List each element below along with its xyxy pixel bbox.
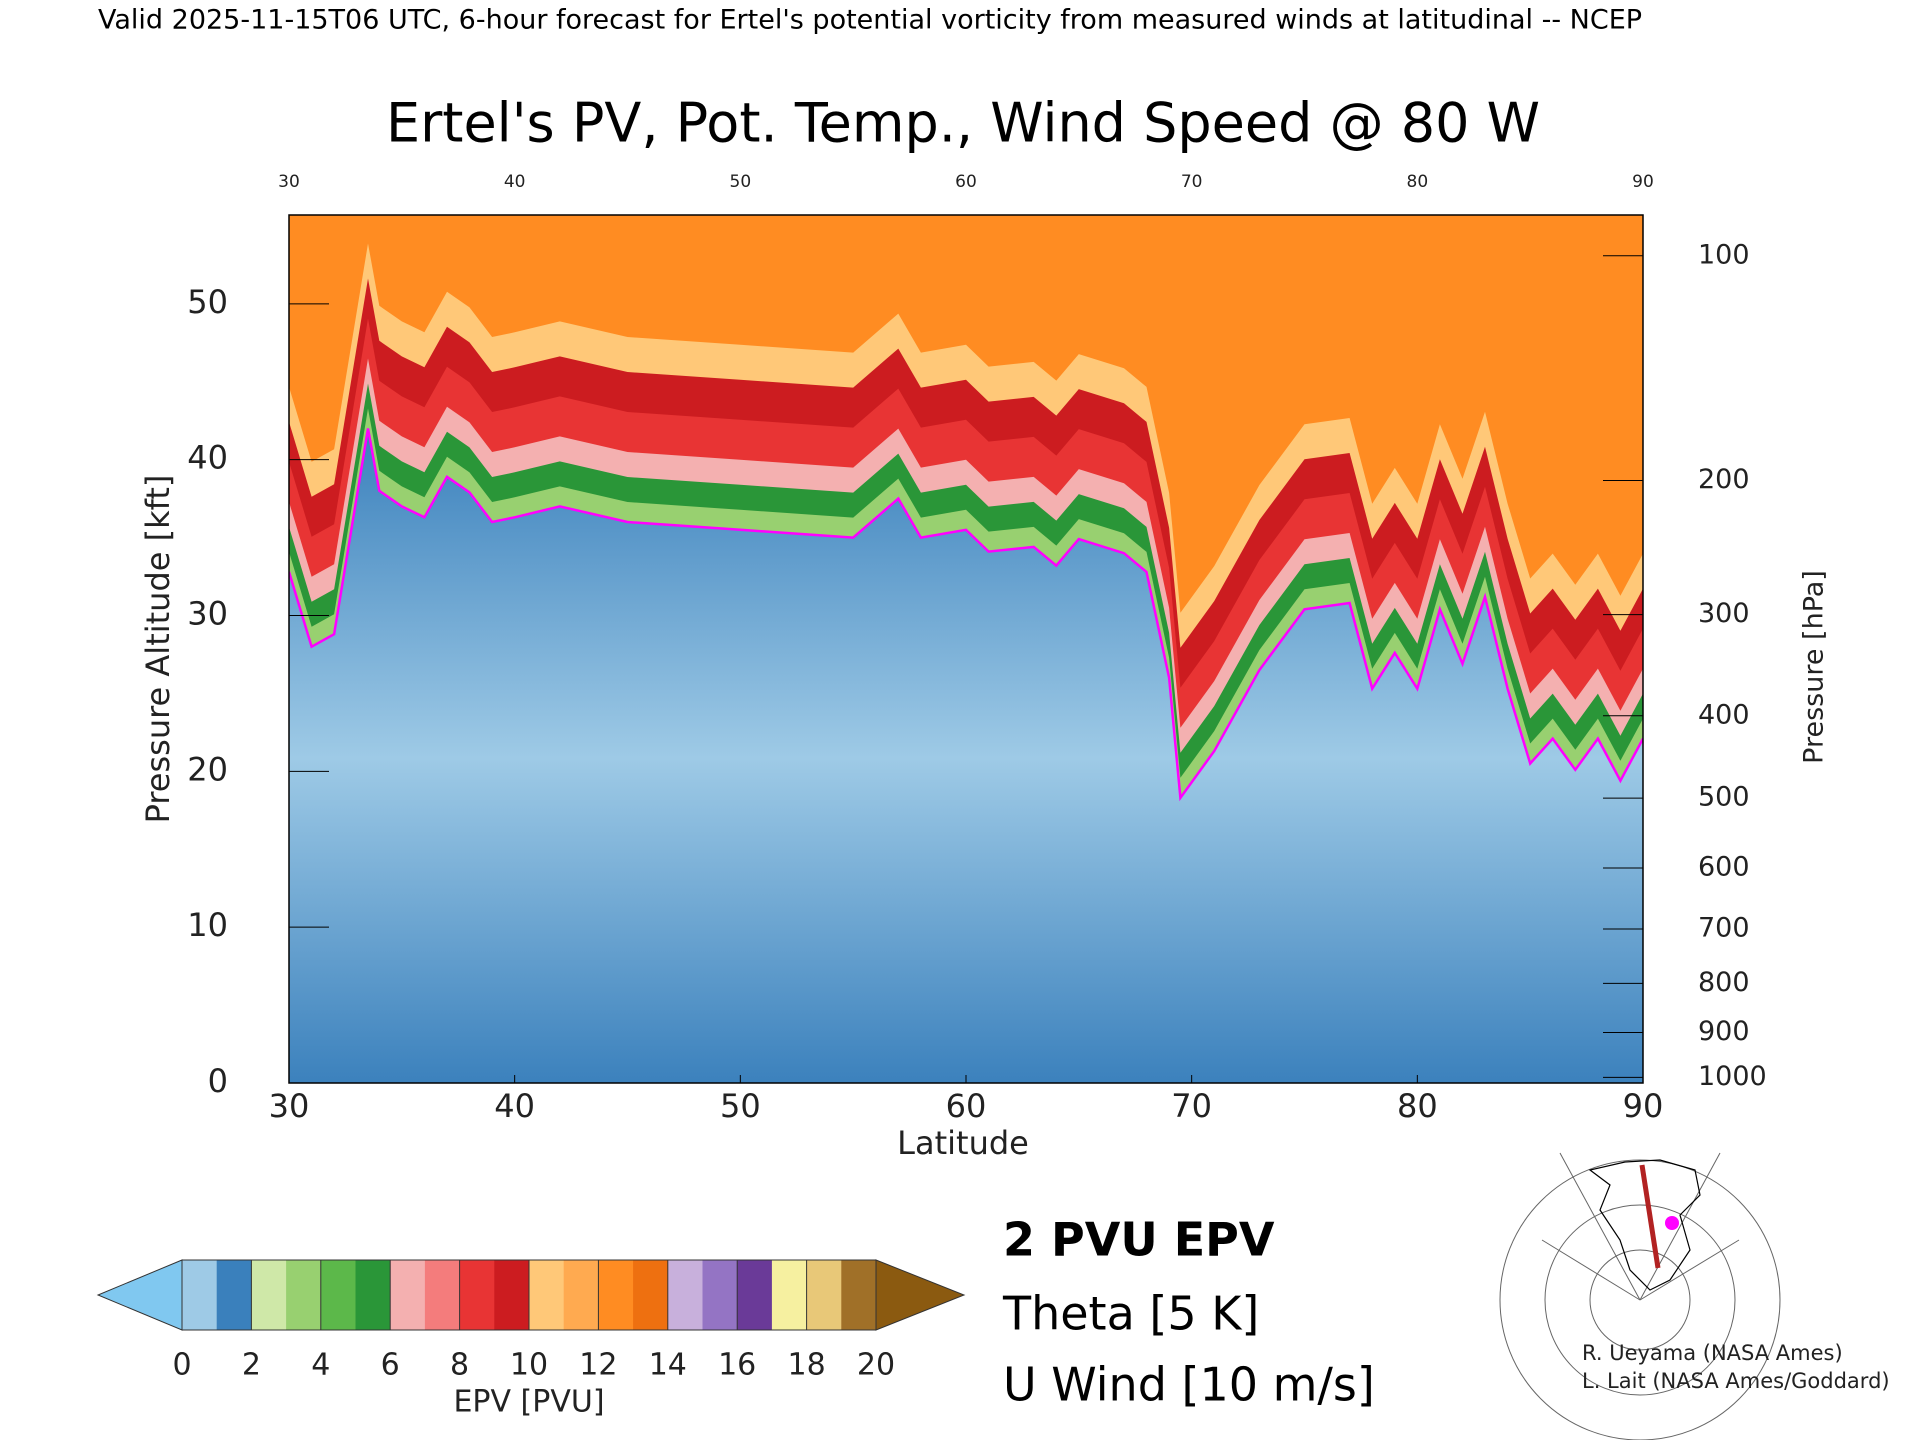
y2-tick-label: 600 — [1698, 852, 1750, 883]
y2-tick-label: 1000 — [1698, 1061, 1767, 1092]
colorbar-cell — [424, 1260, 461, 1330]
x-tick-label: 90 — [1623, 1087, 1664, 1125]
legend-wind: U Wind [10 m/s] — [1003, 1358, 1375, 1412]
troposphere-area — [289, 428, 1643, 1083]
colorbar-cell — [702, 1260, 738, 1330]
x-top-tick-label: 50 — [730, 172, 752, 192]
colorbar-tick-label: 14 — [649, 1348, 687, 1383]
colorbar-cell — [390, 1260, 426, 1330]
colorbar-tick-label: 8 — [450, 1348, 469, 1383]
y2-tick-label: 300 — [1698, 598, 1750, 629]
credit: L. Lait (NASA Ames/Goddard) — [1582, 1369, 1890, 1393]
colorbar-cell — [320, 1260, 356, 1330]
x-tick-label: 40 — [494, 1087, 535, 1125]
y2-tick-label: 700 — [1698, 913, 1750, 944]
colorbar-label: EPV [PVU] — [453, 1385, 604, 1420]
y-tick-label: 0 — [208, 1062, 228, 1100]
header: Valid 2025-11-15T06 UTC, 6-hour forecast… — [98, 5, 1642, 36]
colorbar-tick-label: 18 — [788, 1348, 826, 1383]
colorbar-over — [875, 1259, 966, 1331]
colorbar-tick-label: 0 — [172, 1348, 191, 1383]
legend-epv: 2 PVU EPV — [1003, 1213, 1275, 1267]
colorbar-cell — [806, 1260, 842, 1330]
colorbar-tick-label: 20 — [857, 1348, 895, 1383]
y2-tick-label: 500 — [1698, 782, 1750, 813]
colorbar-tick-label: 6 — [381, 1348, 400, 1383]
y2-tick-label: 900 — [1698, 1016, 1750, 1047]
y-axis-label: Pressure Altitude [kft] — [139, 475, 177, 824]
y-tick-label: 20 — [187, 750, 228, 788]
colorbar-cell — [633, 1260, 669, 1330]
y2-tick-label: 400 — [1698, 699, 1750, 730]
x-top-tick-label: 70 — [1181, 172, 1203, 192]
colorbar-cell — [251, 1260, 287, 1330]
colorbar-tick-label: 12 — [579, 1348, 617, 1383]
x-top-tick-label: 40 — [504, 172, 526, 192]
x-top-tick-label: 30 — [278, 172, 300, 192]
x-top-tick-label: 60 — [955, 172, 977, 192]
x-tick-label: 30 — [269, 1087, 310, 1125]
colorbar-tick-label: 2 — [242, 1348, 261, 1383]
x-top-tick-label: 90 — [1632, 172, 1654, 192]
y-tick-label: 10 — [187, 906, 228, 944]
colorbar-cell — [667, 1260, 703, 1330]
x-tick-label: 80 — [1397, 1087, 1438, 1125]
y2-tick-label: 200 — [1698, 464, 1750, 495]
colorbar-cell — [529, 1260, 565, 1330]
colorbar-tick-label: 4 — [311, 1348, 330, 1383]
map-inset — [1499, 1152, 1781, 1440]
colorbar-cell — [841, 1260, 877, 1330]
x-tick-label: 70 — [1171, 1087, 1212, 1125]
y2-tick-label: 100 — [1698, 239, 1750, 270]
y2-axis-label: Pressure [hPa] — [1799, 570, 1830, 764]
x-axis-label: Latitude — [897, 1124, 1029, 1162]
credit: R. Ueyama (NASA Ames) — [1582, 1341, 1843, 1365]
colorbar-cell — [737, 1260, 773, 1330]
legend-theta: Theta [5 K] — [1002, 1287, 1259, 1341]
y-tick-label: 30 — [187, 594, 228, 632]
colorbar-tick-label: 10 — [510, 1348, 548, 1383]
colorbar-cell — [182, 1260, 218, 1330]
colorbar-cell — [771, 1260, 808, 1330]
y-tick-label: 40 — [187, 439, 228, 477]
y-tick-label: 50 — [187, 283, 228, 321]
colorbar-under — [96, 1259, 183, 1331]
colorbar-cell — [459, 1260, 495, 1330]
colorbar-cell — [563, 1260, 599, 1330]
plot-area — [289, 215, 1643, 1083]
colorbar-tick-label: 16 — [718, 1348, 756, 1383]
colorbar-cell — [598, 1260, 634, 1330]
colorbar-cell — [355, 1260, 391, 1330]
colorbar-cell — [494, 1260, 530, 1330]
x-top-tick-label: 80 — [1407, 172, 1429, 192]
y2-tick-label: 800 — [1698, 967, 1750, 998]
pv-line — [289, 428, 1643, 802]
colorbar-cell — [286, 1260, 322, 1330]
x-tick-label: 60 — [946, 1087, 987, 1125]
colorbar-cell — [216, 1260, 252, 1330]
x-tick-label: 50 — [720, 1087, 761, 1125]
chart-title: Ertel's PV, Pot. Temp., Wind Speed @ 80 … — [386, 92, 1540, 155]
